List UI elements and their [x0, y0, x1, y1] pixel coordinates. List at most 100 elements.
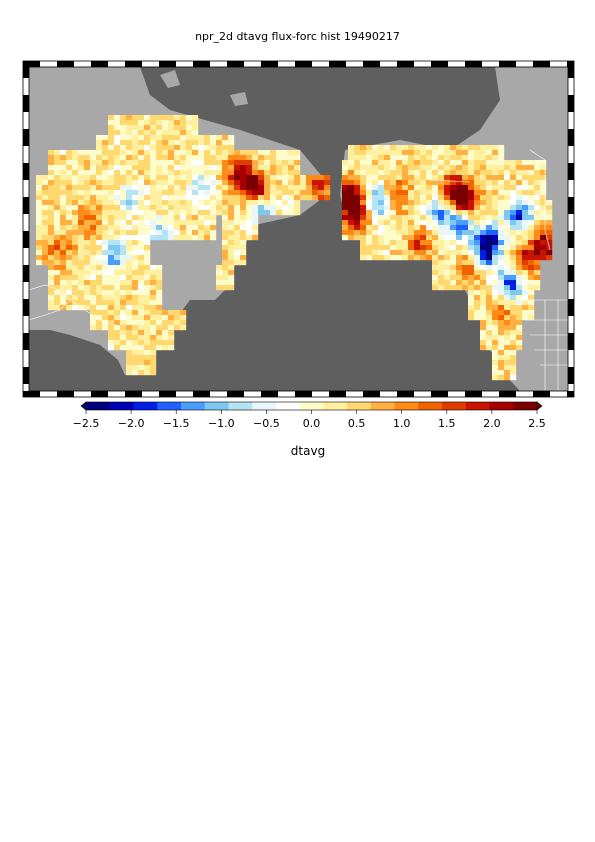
- data-cell: [438, 145, 445, 151]
- data-cell: [396, 185, 403, 191]
- data-cell: [78, 225, 85, 231]
- data-cell: [90, 155, 97, 161]
- data-cell: [96, 225, 103, 231]
- data-cell: [414, 250, 421, 256]
- data-cell: [408, 245, 415, 251]
- data-cell: [78, 200, 85, 206]
- data-cell: [486, 260, 493, 266]
- data-cell: [138, 320, 145, 326]
- data-cell: [186, 160, 193, 166]
- data-cell: [426, 175, 433, 181]
- data-cell: [78, 195, 85, 201]
- data-cell: [78, 300, 85, 306]
- data-cell: [168, 230, 175, 236]
- data-cell: [234, 220, 241, 226]
- data-cell: [42, 230, 49, 236]
- data-cell: [522, 300, 529, 306]
- data-cell: [228, 235, 235, 241]
- data-cell: [138, 270, 145, 276]
- data-cell: [528, 195, 535, 201]
- data-cell: [108, 285, 115, 291]
- data-cell: [468, 175, 475, 181]
- data-cell: [462, 240, 469, 246]
- data-cell: [36, 215, 43, 221]
- data-cell: [90, 260, 97, 266]
- data-cell: [366, 225, 373, 231]
- data-cell: [96, 320, 103, 326]
- data-cell: [504, 340, 511, 346]
- data-cell: [528, 270, 535, 276]
- data-cell: [462, 185, 469, 191]
- data-cell: [180, 200, 187, 206]
- data-cell: [498, 295, 505, 301]
- data-cell: [60, 295, 67, 301]
- data-cell: [426, 215, 433, 221]
- data-cell: [288, 210, 295, 216]
- frame-tick: [465, 391, 482, 397]
- data-cell: [348, 190, 355, 196]
- data-cell: [372, 150, 379, 156]
- data-cell: [264, 205, 271, 211]
- data-cell: [132, 265, 139, 271]
- data-cell: [114, 125, 121, 131]
- data-cell: [210, 140, 217, 146]
- data-cell: [270, 160, 277, 166]
- data-cell: [522, 250, 529, 256]
- data-cell: [78, 275, 85, 281]
- data-cell: [354, 175, 361, 181]
- data-cell: [222, 150, 229, 156]
- data-cell: [510, 220, 517, 226]
- data-cell: [486, 145, 493, 151]
- data-cell: [486, 320, 493, 326]
- data-cell: [144, 315, 151, 321]
- data-cell: [516, 200, 523, 206]
- data-cell: [216, 145, 223, 151]
- colorbar-swatch: [109, 402, 134, 410]
- data-cell: [384, 250, 391, 256]
- data-cell: [432, 240, 439, 246]
- data-cell: [390, 170, 397, 176]
- data-cell: [120, 325, 127, 331]
- data-cell: [366, 145, 373, 151]
- data-cell: [438, 195, 445, 201]
- data-cell: [150, 295, 157, 301]
- data-cell: [468, 190, 475, 196]
- data-cell: [408, 210, 415, 216]
- data-cell: [108, 265, 115, 271]
- data-cell: [270, 210, 277, 216]
- data-cell: [468, 205, 475, 211]
- data-cell: [102, 155, 109, 161]
- data-cell: [78, 245, 85, 251]
- data-cell: [288, 150, 295, 156]
- data-cell: [516, 160, 523, 166]
- data-cell: [168, 160, 175, 166]
- data-cell: [150, 350, 157, 356]
- data-cell: [486, 340, 493, 346]
- data-cell: [120, 250, 127, 256]
- data-cell: [120, 315, 127, 321]
- data-cell: [522, 235, 529, 241]
- data-cell: [522, 245, 529, 251]
- data-cell: [210, 155, 217, 161]
- data-cell: [252, 230, 259, 236]
- data-cell: [72, 235, 79, 241]
- data-cell: [270, 205, 277, 211]
- data-cell: [84, 250, 91, 256]
- data-field: [36, 115, 553, 381]
- data-cell: [126, 345, 133, 351]
- data-cell: [96, 200, 103, 206]
- data-cell: [462, 220, 469, 226]
- data-cell: [84, 150, 91, 156]
- data-cell: [474, 210, 481, 216]
- data-cell: [486, 310, 493, 316]
- data-cell: [150, 225, 157, 231]
- data-cell: [486, 220, 493, 226]
- data-cell: [72, 185, 79, 191]
- data-cell: [504, 335, 511, 341]
- data-cell: [138, 355, 145, 361]
- data-cell: [318, 175, 325, 181]
- data-cell: [540, 170, 547, 176]
- data-cell: [528, 200, 535, 206]
- data-cell: [426, 210, 433, 216]
- data-cell: [210, 190, 217, 196]
